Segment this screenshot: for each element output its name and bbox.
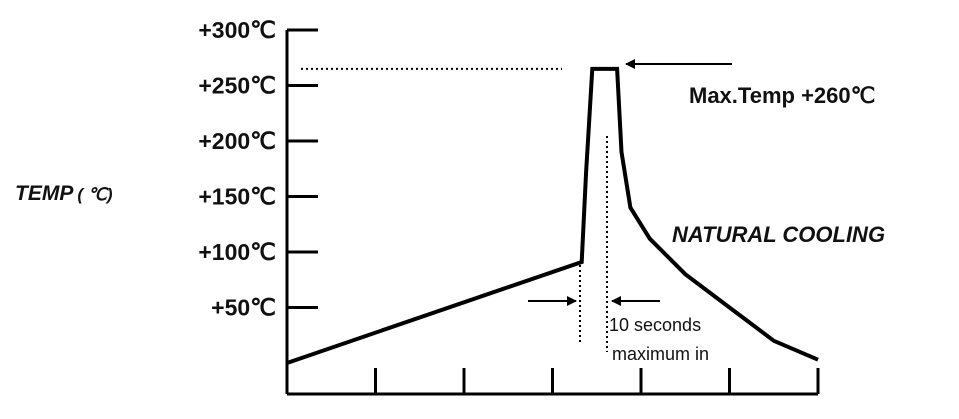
y-tick-label: +300℃ xyxy=(198,17,276,43)
natural-cooling-annotation: NATURAL COOLING xyxy=(672,222,885,247)
duration-annotation-line2: maximum in xyxy=(612,344,709,364)
y-axis-label-text: TEMP xyxy=(15,182,74,205)
y-tick-labels: +50℃ +100℃ +150℃ +200℃ +250℃ +300℃ xyxy=(198,17,276,321)
temperature-profile-line xyxy=(286,66,819,365)
y-tick-label: +150℃ xyxy=(198,184,276,210)
y-axis-label: TEMP( ℃) xyxy=(15,182,113,205)
x-tick-marks xyxy=(285,368,820,394)
y-tick-label: +100℃ xyxy=(198,239,276,265)
y-tick-label: +250℃ xyxy=(198,73,276,99)
max-temp-annotation: Max.Temp +260℃ xyxy=(689,83,875,108)
duration-annotation-line1: 10 seconds xyxy=(609,315,701,335)
y-axis-label-unit: ( ℃) xyxy=(77,185,112,204)
y-tick-marks xyxy=(287,28,318,309)
y-tick-label: +200℃ xyxy=(198,128,276,154)
y-tick-label: +50℃ xyxy=(211,295,276,321)
